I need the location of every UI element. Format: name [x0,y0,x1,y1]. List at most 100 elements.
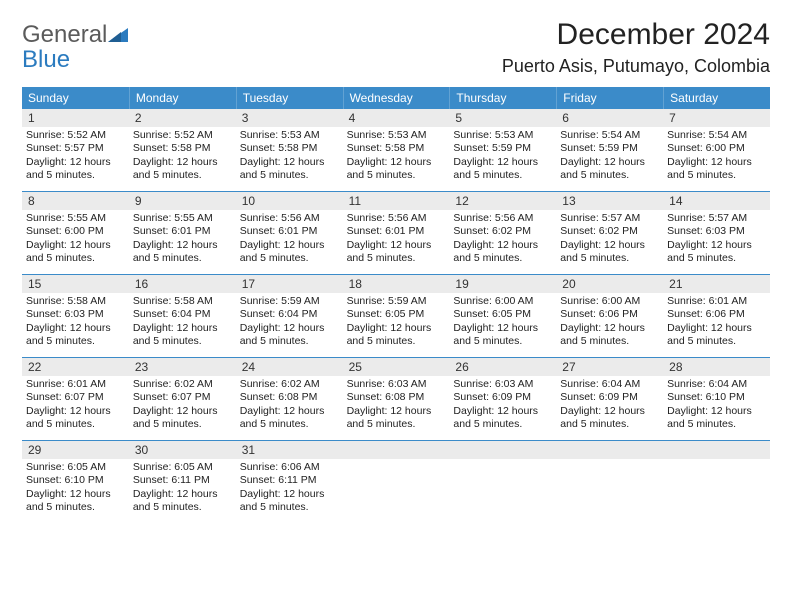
day-cell: 18Sunrise: 5:59 AMSunset: 6:05 PMDayligh… [343,275,450,357]
day-body: Sunrise: 6:04 AMSunset: 6:10 PMDaylight:… [663,376,770,440]
dow-thursday: Thursday [449,87,556,109]
day-body: Sunrise: 5:56 AMSunset: 6:02 PMDaylight:… [449,210,556,274]
day-body: Sunrise: 5:53 AMSunset: 5:59 PMDaylight:… [449,127,556,191]
day-number: 17 [236,275,343,293]
day-body: Sunrise: 6:02 AMSunset: 6:07 PMDaylight:… [129,376,236,440]
day-cell: 27Sunrise: 6:04 AMSunset: 6:09 PMDayligh… [556,358,663,440]
day-body: Sunrise: 5:54 AMSunset: 6:00 PMDaylight:… [663,127,770,191]
dow-sunday: Sunday [22,87,129,109]
day-cell: 6Sunrise: 5:54 AMSunset: 5:59 PMDaylight… [556,109,663,191]
day-cell: 9Sunrise: 5:55 AMSunset: 6:01 PMDaylight… [129,192,236,274]
day-number: 18 [343,275,450,293]
weeks: 1Sunrise: 5:52 AMSunset: 5:57 PMDaylight… [22,109,770,519]
day-number: 31 [236,441,343,459]
day-number: 29 [22,441,129,459]
day-cell: 31Sunrise: 6:06 AMSunset: 6:11 PMDayligh… [236,441,343,519]
week-row: 8Sunrise: 5:55 AMSunset: 6:00 PMDaylight… [22,191,770,274]
day-number: 15 [22,275,129,293]
location: Puerto Asis, Putumayo, Colombia [502,56,770,77]
day-number: 23 [129,358,236,376]
day-cell: 12Sunrise: 5:56 AMSunset: 6:02 PMDayligh… [449,192,556,274]
day-number: 9 [129,192,236,210]
day-cell: . [556,441,663,519]
dow-wednesday: Wednesday [343,87,450,109]
day-number: 8 [22,192,129,210]
day-cell: . [343,441,450,519]
header: General Blue December 2024 Puerto Asis, … [22,18,770,77]
dow-row: SundayMondayTuesdayWednesdayThursdayFrid… [22,87,770,109]
day-number: 5 [449,109,556,127]
day-body: Sunrise: 5:54 AMSunset: 5:59 PMDaylight:… [556,127,663,191]
day-body: Sunrise: 6:00 AMSunset: 6:06 PMDaylight:… [556,293,663,357]
week-row: 15Sunrise: 5:58 AMSunset: 6:03 PMDayligh… [22,274,770,357]
day-cell: 4Sunrise: 5:53 AMSunset: 5:58 PMDaylight… [343,109,450,191]
title-block: December 2024 Puerto Asis, Putumayo, Col… [502,18,770,77]
month-title: December 2024 [502,18,770,52]
day-cell: 11Sunrise: 5:56 AMSunset: 6:01 PMDayligh… [343,192,450,274]
day-body: Sunrise: 5:53 AMSunset: 5:58 PMDaylight:… [343,127,450,191]
day-body: Sunrise: 6:03 AMSunset: 6:08 PMDaylight:… [343,376,450,440]
day-number: 11 [343,192,450,210]
day-body: Sunrise: 5:57 AMSunset: 6:02 PMDaylight:… [556,210,663,274]
logo-text: General Blue [22,22,128,72]
day-cell: . [449,441,556,519]
day-number: 1 [22,109,129,127]
day-body: Sunrise: 5:53 AMSunset: 5:58 PMDaylight:… [236,127,343,191]
day-cell: 15Sunrise: 5:58 AMSunset: 6:03 PMDayligh… [22,275,129,357]
day-cell: 16Sunrise: 5:58 AMSunset: 6:04 PMDayligh… [129,275,236,357]
day-body: Sunrise: 5:57 AMSunset: 6:03 PMDaylight:… [663,210,770,274]
day-body: Sunrise: 5:59 AMSunset: 6:04 PMDaylight:… [236,293,343,357]
day-body: Sunrise: 5:59 AMSunset: 6:05 PMDaylight:… [343,293,450,357]
day-number: 26 [449,358,556,376]
day-number: 14 [663,192,770,210]
day-cell: 1Sunrise: 5:52 AMSunset: 5:57 PMDaylight… [22,109,129,191]
dow-friday: Friday [556,87,663,109]
day-cell: 13Sunrise: 5:57 AMSunset: 6:02 PMDayligh… [556,192,663,274]
day-cell: 3Sunrise: 5:53 AMSunset: 5:58 PMDaylight… [236,109,343,191]
day-body: Sunrise: 5:52 AMSunset: 5:58 PMDaylight:… [129,127,236,191]
day-number: 22 [22,358,129,376]
day-number: 13 [556,192,663,210]
day-body: Sunrise: 6:00 AMSunset: 6:05 PMDaylight:… [449,293,556,357]
dow-saturday: Saturday [663,87,770,109]
week-row: 1Sunrise: 5:52 AMSunset: 5:57 PMDaylight… [22,109,770,191]
day-body: Sunrise: 5:52 AMSunset: 5:57 PMDaylight:… [22,127,129,191]
day-cell: 10Sunrise: 5:56 AMSunset: 6:01 PMDayligh… [236,192,343,274]
day-cell: 20Sunrise: 6:00 AMSunset: 6:06 PMDayligh… [556,275,663,357]
day-cell: 5Sunrise: 5:53 AMSunset: 5:59 PMDaylight… [449,109,556,191]
day-cell: 14Sunrise: 5:57 AMSunset: 6:03 PMDayligh… [663,192,770,274]
day-number: 3 [236,109,343,127]
day-body: Sunrise: 6:01 AMSunset: 6:06 PMDaylight:… [663,293,770,357]
dow-monday: Monday [129,87,236,109]
day-number: 21 [663,275,770,293]
day-cell: 7Sunrise: 5:54 AMSunset: 6:00 PMDaylight… [663,109,770,191]
day-cell: 24Sunrise: 6:02 AMSunset: 6:08 PMDayligh… [236,358,343,440]
day-body: Sunrise: 5:56 AMSunset: 6:01 PMDaylight:… [343,210,450,274]
day-cell: 25Sunrise: 6:03 AMSunset: 6:08 PMDayligh… [343,358,450,440]
logo-line2: Blue [22,46,70,73]
day-number: 4 [343,109,450,127]
day-cell: 21Sunrise: 6:01 AMSunset: 6:06 PMDayligh… [663,275,770,357]
day-number: 28 [663,358,770,376]
day-body: Sunrise: 5:55 AMSunset: 6:01 PMDaylight:… [129,210,236,274]
day-body: Sunrise: 5:55 AMSunset: 6:00 PMDaylight:… [22,210,129,274]
day-number: 19 [449,275,556,293]
logo-line1: General [22,21,107,48]
dow-tuesday: Tuesday [236,87,343,109]
day-number: 20 [556,275,663,293]
day-number: 6 [556,109,663,127]
day-body: Sunrise: 6:05 AMSunset: 6:10 PMDaylight:… [22,459,129,519]
day-number: 7 [663,109,770,127]
day-body: Sunrise: 6:05 AMSunset: 6:11 PMDaylight:… [129,459,236,519]
day-number: 2 [129,109,236,127]
day-cell: 2Sunrise: 5:52 AMSunset: 5:58 PMDaylight… [129,109,236,191]
day-cell: 23Sunrise: 6:02 AMSunset: 6:07 PMDayligh… [129,358,236,440]
calendar: SundayMondayTuesdayWednesdayThursdayFrid… [22,87,770,519]
logo: General Blue [22,18,128,72]
day-cell: 30Sunrise: 6:05 AMSunset: 6:11 PMDayligh… [129,441,236,519]
day-cell: 26Sunrise: 6:03 AMSunset: 6:09 PMDayligh… [449,358,556,440]
page: General Blue December 2024 Puerto Asis, … [0,0,792,529]
day-cell: 19Sunrise: 6:00 AMSunset: 6:05 PMDayligh… [449,275,556,357]
day-body: Sunrise: 6:06 AMSunset: 6:11 PMDaylight:… [236,459,343,519]
day-cell: 17Sunrise: 5:59 AMSunset: 6:04 PMDayligh… [236,275,343,357]
